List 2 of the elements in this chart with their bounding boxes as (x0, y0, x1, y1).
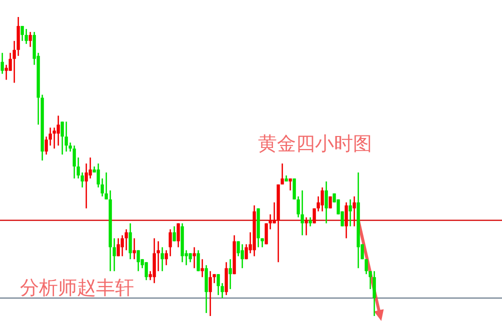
title: 黄金四小时图 (258, 134, 372, 155)
annotation: 分析师赵丰轩 (20, 278, 134, 299)
